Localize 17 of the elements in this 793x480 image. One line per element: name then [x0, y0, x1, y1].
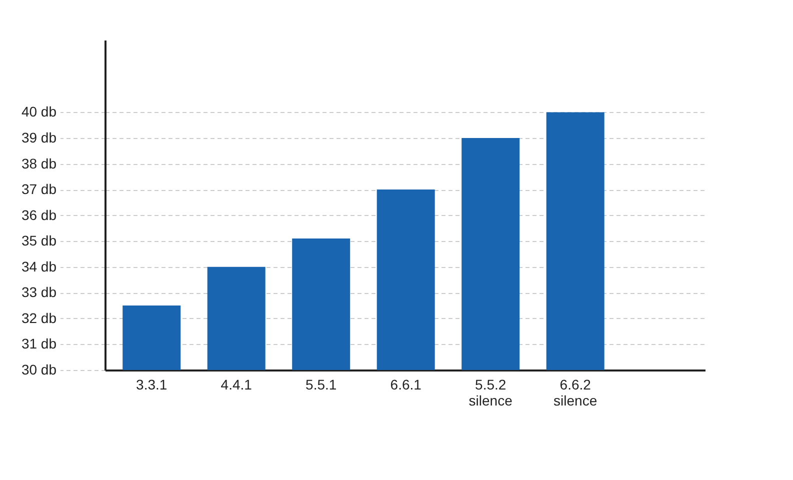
y-tick-label: 34 db — [21, 258, 57, 274]
y-tick-label: 40 db — [21, 104, 57, 120]
y-tick-label: 36 db — [21, 206, 57, 223]
x-tick-label: 5.5.1 — [306, 376, 337, 392]
y-tick-label: 39 db — [21, 129, 57, 146]
x-tick-label: 6.6.1 — [390, 376, 422, 392]
y-tick-label: 38 db — [21, 155, 57, 172]
x-tick-label: 5.5.2 silence — [468, 376, 513, 408]
y-tick-label: 31 db — [21, 336, 57, 352]
y-tick-label: 37 db — [21, 181, 57, 198]
y-tick-label: 30 db — [21, 362, 57, 378]
y-tick-label: 33 db — [21, 284, 57, 300]
y-tick-label: 32 db — [21, 310, 57, 326]
x-tick-label: 4.4.1 — [220, 376, 252, 392]
x-tick-label: 3.3.1 — [136, 376, 168, 392]
x-tick-label: 6.6.2 silence — [554, 376, 598, 408]
y-tick-label: 35 db — [21, 232, 57, 249]
